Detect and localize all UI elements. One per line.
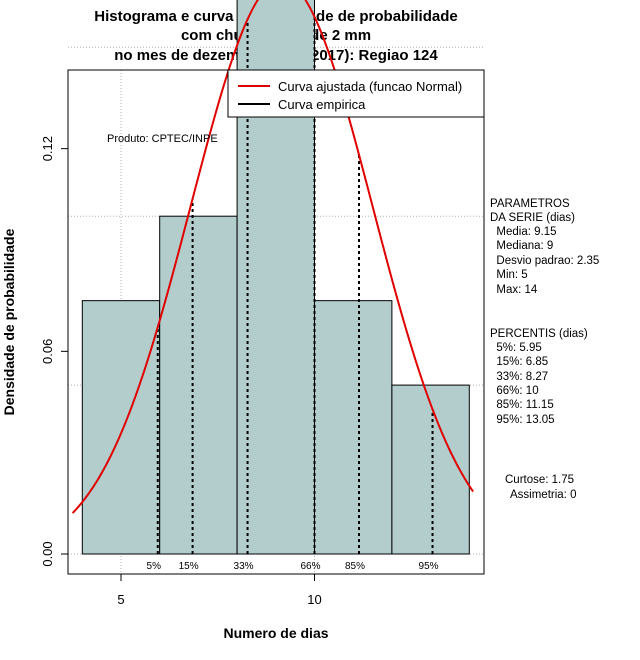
percentis-title: PERCENTIS (dias) (490, 328, 588, 340)
percentile-label-2: 15% (179, 561, 199, 572)
percentis-p15: 15%: 6.85 (490, 356, 548, 368)
histogram-bar-1 (81, 300, 161, 555)
parametros-desvio: Desvio padrao: 2.35 (490, 255, 599, 267)
legend: Curva ajustada (funcao Normal) Curva emp… (227, 69, 485, 118)
parametros-min: Min: 5 (490, 269, 528, 281)
source-note: Produto: CPTEC/INPE (107, 133, 218, 145)
percentile-labels: 5% 15% 33% 66% 85% 95% (147, 561, 439, 572)
percentis-p85: 85%: 11.15 (490, 399, 554, 411)
curtose-value: Curtose: 1.75 (505, 474, 574, 486)
parametros-media: Media: 9.15 (490, 226, 556, 238)
y-tick-label: 0.06 (40, 339, 55, 364)
x-tick-label: 5 (117, 592, 124, 607)
histogram-bar-2 (159, 215, 238, 555)
parametros-mediana: Mediana: 9 (490, 240, 553, 252)
percentile-label-1: 5% (147, 561, 162, 572)
parametros-panel: PARAMETROS DA SERIE (dias) Media: 9.15 M… (490, 198, 599, 296)
percentis-p33: 33%: 8.27 (490, 371, 548, 383)
histogram-bars (81, 0, 470, 555)
percentile-label-3: 33% (234, 561, 254, 572)
percentis-panel: PERCENTIS (dias) 5%: 5.95 15%: 6.85 33%:… (490, 328, 588, 426)
normal-fit-curve (71, 0, 474, 514)
histogram-bar-5 (391, 384, 470, 555)
y-tick-label: 0.12 (40, 136, 55, 161)
percentile-label-6: 95% (419, 561, 439, 572)
legend-box (227, 69, 485, 118)
percentile-label-4: 66% (300, 561, 320, 572)
y-tick-label: 0.00 (40, 541, 55, 566)
legend-label-empirical: Curva empirica (278, 97, 366, 112)
parametros-max: Max: 14 (490, 284, 538, 296)
histogram-bar-4 (314, 300, 393, 555)
percentis-p66: 66%: 10 (490, 385, 539, 397)
legend-label-fit: Curva ajustada (funcao Normal) (278, 79, 462, 94)
percentis-p5: 5%: 5.95 (490, 342, 542, 354)
parametros-line-2: DA SERIE (dias) (490, 212, 575, 224)
x-tick-label: 10 (307, 592, 321, 607)
y-axis-title: Densidade de probabilidade (1, 228, 17, 415)
parametros-line-1: PARAMETROS (490, 198, 570, 210)
percentile-label-5: 85% (345, 561, 365, 572)
x-axis-title: Numero de dias (223, 625, 328, 641)
percentis-p95: 95%: 13.05 (490, 414, 555, 426)
assimetria-value: Assimetria: 0 (510, 489, 576, 501)
